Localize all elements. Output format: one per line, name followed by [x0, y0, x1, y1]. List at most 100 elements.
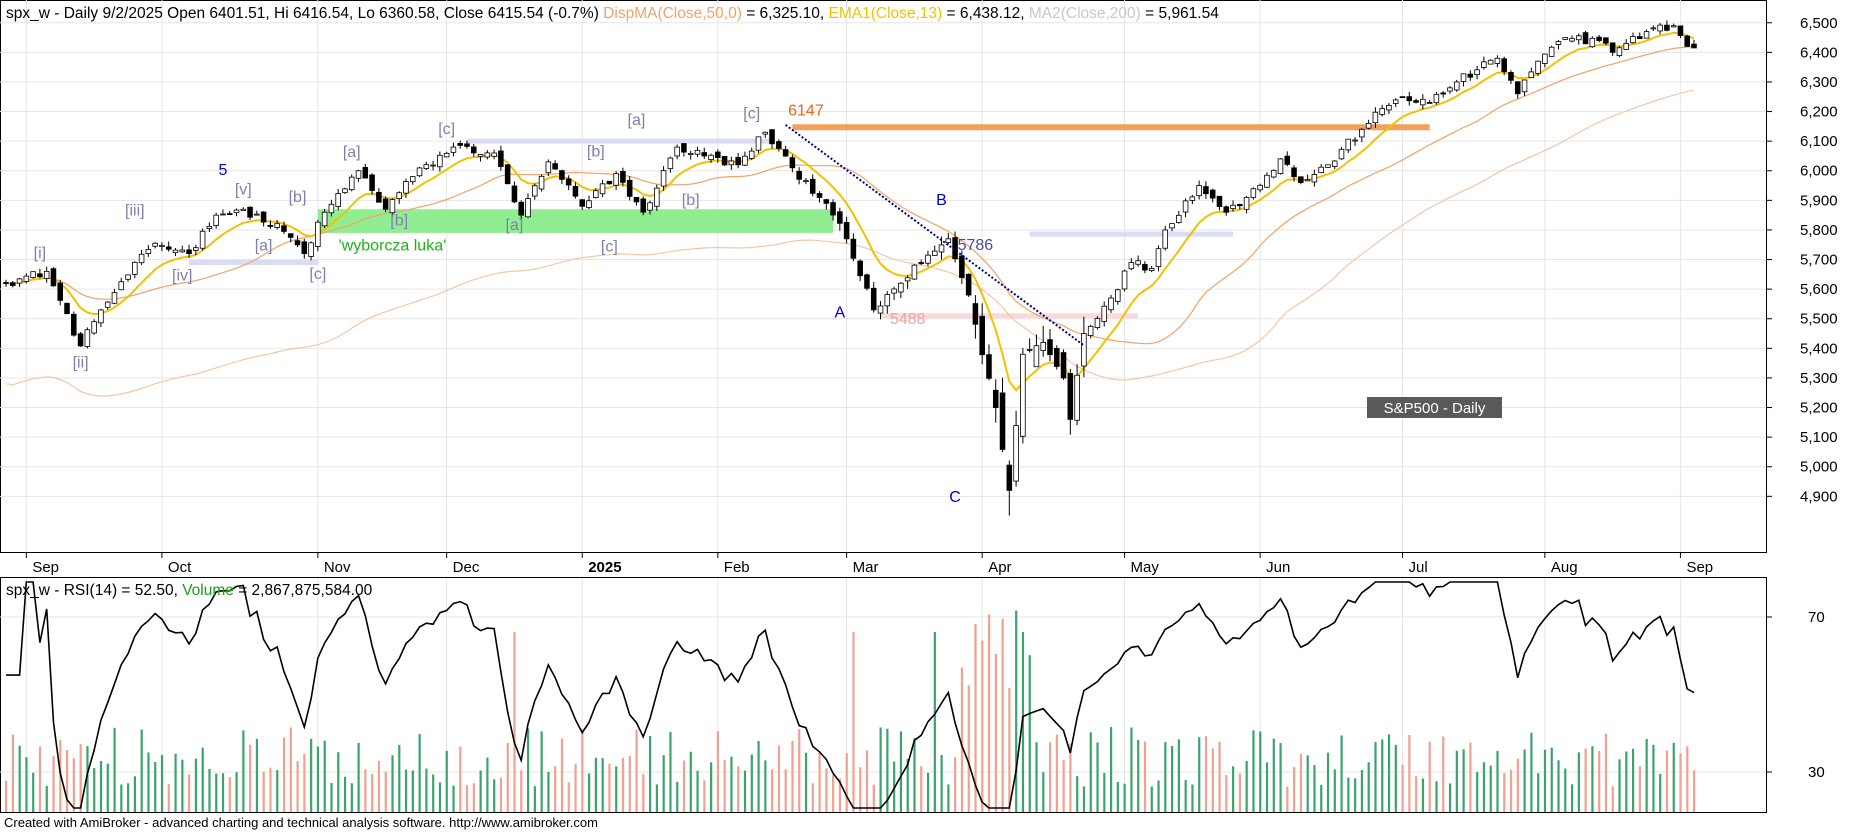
volume-bar — [628, 755, 631, 812]
ma200-line — [5, 89, 1695, 397]
volume-bar — [438, 782, 442, 812]
candle-body — [1657, 24, 1663, 32]
candle-body — [1433, 93, 1440, 104]
candle-body — [1603, 37, 1609, 44]
candle-body — [1142, 264, 1148, 271]
volume-bar — [249, 744, 252, 812]
volume-bar — [1516, 758, 1519, 812]
candle-body — [986, 354, 992, 379]
y-tick-label: 5,600 — [1800, 281, 1838, 298]
candle-body — [999, 392, 1006, 450]
volume-bar — [411, 770, 414, 812]
volume-bar — [1191, 784, 1194, 812]
volume-bar — [1442, 736, 1445, 812]
volume-bar — [93, 768, 96, 812]
volume-bar — [716, 731, 720, 812]
annotation-label: [b] — [682, 192, 700, 209]
volume-bar — [1279, 743, 1282, 812]
candle-body — [1108, 297, 1114, 311]
volume-bar — [343, 776, 347, 812]
candle-body — [898, 282, 904, 293]
volume-bar — [38, 746, 42, 812]
volume-bar — [1428, 741, 1431, 812]
candle-body — [1582, 32, 1589, 45]
candle-body — [1352, 139, 1358, 142]
volume-bar — [838, 778, 842, 812]
candle-body — [945, 238, 952, 243]
volume-bar — [296, 761, 299, 812]
candle-body — [891, 288, 897, 294]
volume-bar — [1659, 773, 1662, 812]
volume-bar — [1265, 762, 1269, 812]
candle-body — [857, 260, 863, 277]
candle-body — [369, 174, 375, 191]
volume-bar — [215, 773, 218, 812]
candle-body — [1223, 206, 1230, 213]
rsi-axis: 70 30 — [1766, 609, 1825, 781]
candle-body — [1494, 57, 1501, 64]
candle-body — [1270, 169, 1277, 178]
volume-bar — [547, 771, 550, 812]
volume-bar — [1320, 784, 1323, 812]
volume-bar — [1116, 781, 1119, 812]
candle-body — [1677, 25, 1684, 36]
y-tick-label: 5,100 — [1800, 429, 1838, 446]
volume-bar — [194, 758, 198, 812]
volume-bar — [1340, 735, 1343, 812]
volume-bar — [1469, 742, 1472, 812]
volume-bar — [730, 756, 733, 812]
candle-body — [572, 185, 579, 197]
candle-body — [1386, 104, 1392, 111]
volume-bar — [269, 767, 272, 812]
volume-bar — [1164, 742, 1167, 812]
candle-body — [1691, 43, 1697, 49]
volume-bar — [1015, 610, 1018, 812]
candle-body — [1379, 108, 1385, 115]
candle-body — [423, 164, 430, 169]
candle-body — [1128, 262, 1135, 270]
volume-bar — [635, 729, 638, 812]
candle-body — [1460, 73, 1467, 82]
volume-bar — [1211, 748, 1214, 812]
candle-body — [1623, 43, 1629, 50]
volume-bar — [981, 640, 984, 812]
candle-body — [254, 213, 260, 216]
candle-body — [1176, 214, 1182, 224]
candle-body — [1596, 36, 1602, 41]
candle-body — [1155, 248, 1162, 268]
volume-bar — [615, 766, 618, 812]
moving-averages — [5, 31, 1695, 397]
volume-bars — [5, 610, 1696, 812]
volume-bar — [459, 746, 462, 812]
candle-body — [437, 154, 443, 168]
volume-bar — [987, 614, 991, 812]
candle-body — [1664, 24, 1670, 31]
volume-bar — [323, 740, 326, 812]
candle-body — [755, 136, 762, 151]
gap-zone — [317, 209, 834, 233]
x-tick-label: Aug — [1551, 559, 1578, 576]
candle-body — [464, 143, 470, 147]
main-header: spx_w - Daily 9/2/2025 Open 6401.51, Hi … — [6, 5, 1219, 22]
candle-body — [972, 303, 979, 325]
candle-body — [654, 187, 660, 207]
candle-body — [504, 164, 511, 185]
candle-body — [1250, 188, 1257, 198]
volume-bar — [608, 763, 611, 812]
candle-body — [1162, 229, 1169, 249]
volume-bar — [160, 755, 164, 812]
candle-body — [138, 253, 145, 264]
volume-bar — [906, 758, 909, 812]
volume-bar — [113, 727, 116, 812]
volume-bar — [1245, 761, 1248, 812]
volume-bar — [99, 761, 103, 812]
x-tick-label: Oct — [168, 559, 192, 576]
candle-body — [159, 244, 165, 247]
volume-bar — [1557, 760, 1560, 812]
candle-body — [23, 275, 30, 282]
candle-body — [816, 193, 823, 198]
candle-body — [315, 221, 321, 247]
volume-bar — [682, 760, 686, 812]
candle-body — [389, 199, 396, 214]
candle-body — [1569, 38, 1575, 42]
